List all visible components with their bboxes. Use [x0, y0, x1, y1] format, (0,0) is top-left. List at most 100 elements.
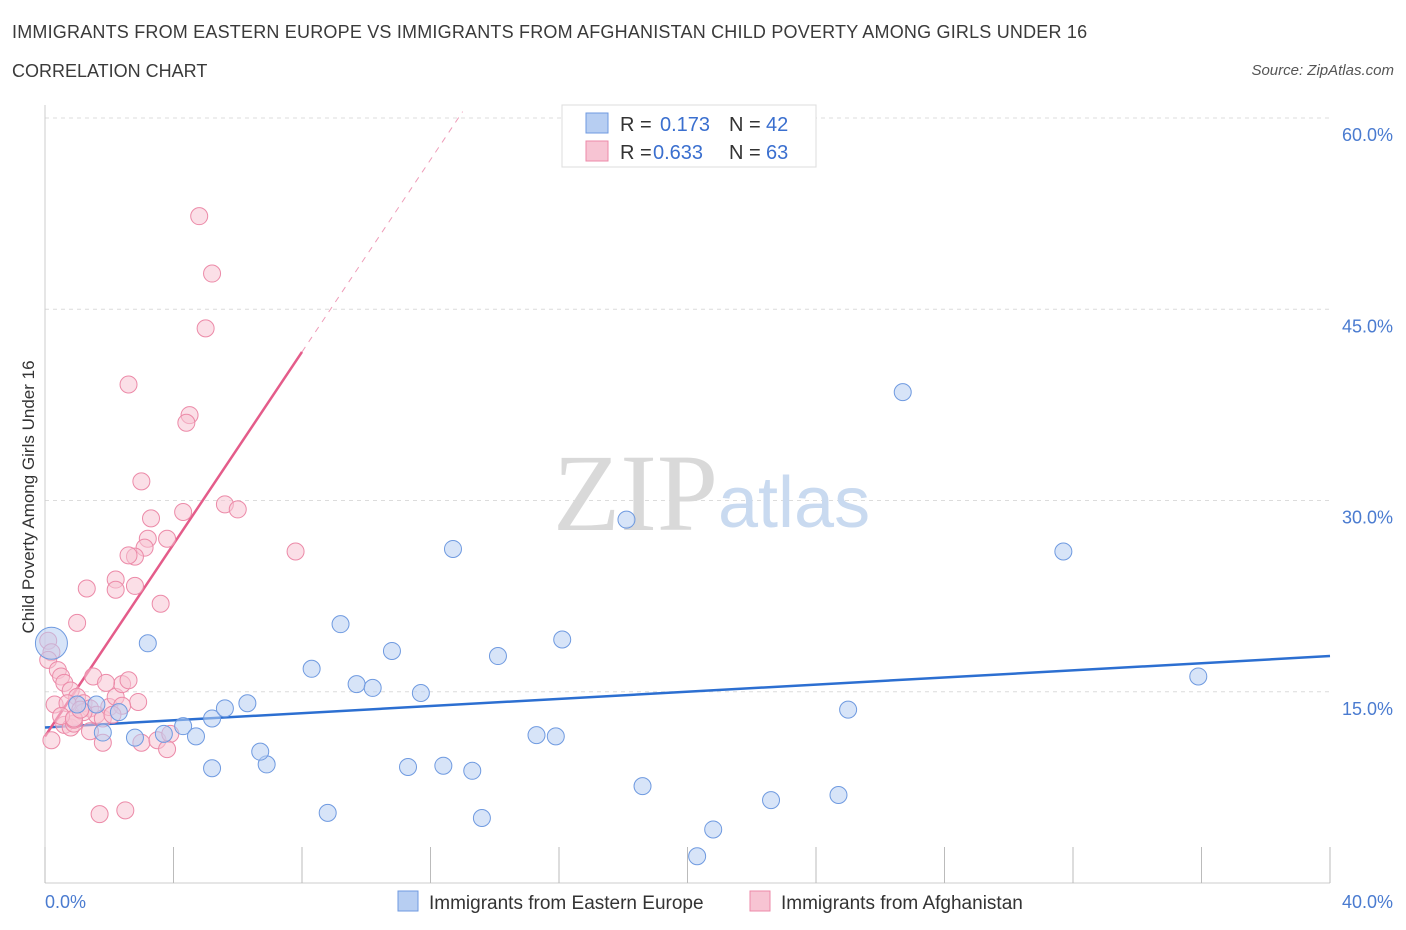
data-point-pink — [158, 529, 177, 548]
n-value-1: 42 — [766, 114, 788, 136]
data-point-blue — [382, 641, 401, 660]
data-point-blue — [186, 727, 205, 746]
x-tick-labels: 0.0% 40.0% — [45, 892, 1393, 912]
series-legend: Immigrants from Eastern Europe Immigrant… — [397, 890, 1023, 914]
data-point-pink — [119, 546, 138, 565]
eastern-europe-points — [34, 383, 1208, 866]
data-point-pink — [177, 413, 196, 432]
y-tick-label: 60.0% — [1342, 125, 1393, 145]
data-point-blue — [434, 756, 453, 775]
gridlines — [45, 117, 1330, 693]
data-point-pink — [119, 671, 138, 690]
watermark-zip: ZIP — [553, 432, 718, 554]
data-point-blue — [238, 694, 257, 713]
x-tick-label: 0.0% — [45, 892, 86, 912]
data-point-blue — [302, 659, 321, 678]
data-point-pink — [119, 375, 138, 394]
n-label-2: N = — [729, 142, 761, 164]
data-point-blue — [633, 777, 652, 796]
blue-swatch — [585, 112, 609, 134]
axes — [44, 105, 1331, 884]
y-tick-label: 15.0% — [1342, 699, 1393, 719]
data-point-pink — [158, 740, 177, 759]
data-point-pink — [125, 576, 144, 595]
data-point-blue — [399, 757, 418, 776]
chart-subtitle: CORRELATION CHART — [12, 61, 208, 81]
stats-legend: R = 0.173 N = 42 R = 0.633 N = 63 — [561, 104, 817, 168]
x-tick-label: 40.0% — [1342, 892, 1393, 912]
data-point-pink — [196, 319, 215, 338]
data-point-blue — [762, 791, 781, 810]
data-point-blue — [347, 675, 366, 694]
data-point-pink — [129, 692, 148, 711]
data-point-blue — [839, 700, 858, 719]
trend-line-pink-extension — [301, 111, 464, 353]
data-point-blue — [527, 726, 546, 745]
data-point-blue — [688, 847, 707, 866]
data-point-blue — [488, 647, 507, 666]
data-point-blue — [829, 786, 848, 805]
r-value-2: 0.633 — [653, 142, 703, 164]
data-point-pink — [228, 500, 247, 519]
data-point-blue — [251, 742, 270, 761]
data-point-pink — [116, 801, 135, 820]
data-point-blue — [318, 803, 337, 822]
data-point-blue — [893, 383, 912, 402]
r-label-2: R = — [620, 142, 652, 164]
data-point-blue — [93, 723, 112, 742]
trend-lines — [43, 111, 1331, 738]
data-point-blue — [68, 695, 87, 714]
data-point-blue — [154, 724, 173, 743]
data-point-pink — [203, 264, 222, 283]
legend-eastern-europe: Immigrants from Eastern Europe — [429, 893, 704, 914]
data-point-blue — [546, 727, 565, 746]
data-point-blue — [443, 539, 462, 558]
data-point-blue — [411, 684, 430, 703]
data-point-blue — [704, 820, 723, 839]
data-point-blue — [331, 615, 350, 634]
legend-pink-swatch — [749, 890, 771, 912]
pink-swatch — [585, 140, 609, 162]
data-point-blue — [1189, 667, 1208, 686]
data-point-blue — [463, 761, 482, 780]
watermark-atlas: atlas — [718, 463, 870, 543]
data-point-pink — [97, 673, 116, 692]
data-point-pink — [77, 579, 96, 598]
data-point-blue — [203, 759, 222, 778]
y-tick-label: 45.0% — [1342, 316, 1393, 336]
n-label-1: N = — [729, 114, 761, 136]
chart-title: IMMIGRANTS FROM EASTERN EUROPE VS IMMIGR… — [12, 22, 1088, 42]
data-point-pink — [90, 805, 109, 824]
y-axis-label: Child Poverty Among Girls Under 16 — [19, 360, 38, 633]
data-point-blue — [1054, 542, 1073, 561]
data-point-pink — [42, 731, 61, 750]
data-point-blue — [125, 728, 144, 747]
data-point-blue — [363, 678, 382, 697]
data-point-blue — [174, 717, 193, 736]
trend-line-blue — [44, 654, 1331, 729]
data-point-blue — [203, 709, 222, 728]
data-point-pink — [106, 580, 125, 599]
data-point-blue — [138, 634, 157, 653]
n-value-2: 63 — [766, 142, 788, 164]
legend-blue-swatch — [397, 890, 419, 912]
data-point-pink — [68, 613, 87, 632]
data-point-pink — [174, 502, 193, 521]
data-point-blue — [34, 626, 68, 660]
data-point-pink — [190, 207, 209, 226]
data-point-blue — [109, 703, 128, 722]
source-label: Source: ZipAtlas.com — [1251, 62, 1394, 79]
r-label-1: R = — [620, 114, 652, 136]
y-tick-label: 30.0% — [1342, 508, 1393, 528]
data-point-blue — [553, 630, 572, 649]
watermark: ZIP atlas — [553, 432, 870, 554]
data-point-pink — [142, 509, 161, 528]
data-point-pink — [286, 542, 305, 561]
data-point-pink — [151, 594, 170, 613]
data-point-blue — [472, 808, 491, 827]
r-value-1: 0.173 — [660, 114, 710, 136]
data-point-blue — [87, 695, 106, 714]
data-point-blue — [617, 510, 636, 529]
legend-afghanistan: Immigrants from Afghanistan — [781, 893, 1023, 914]
